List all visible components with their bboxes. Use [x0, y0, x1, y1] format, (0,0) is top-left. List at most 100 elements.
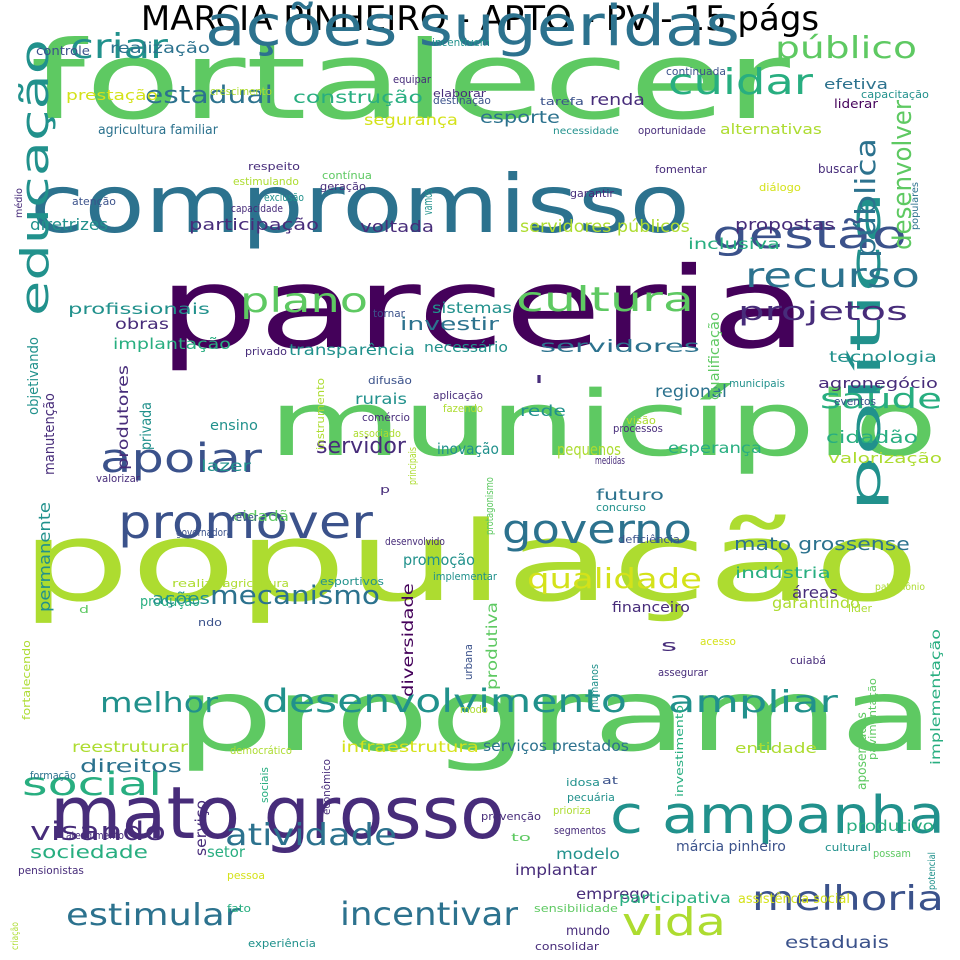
word-fazendo: fazendo	[443, 403, 483, 416]
word-agricultura-familiar: agricultura familiar	[98, 123, 219, 138]
word-publica: pública	[850, 138, 882, 258]
word-l: l	[534, 373, 544, 386]
word-garantindo: garantindo	[772, 595, 860, 612]
word-permanente: permanente	[36, 502, 55, 612]
word-participativa: participativa	[619, 889, 731, 906]
word-dialogo: diálogo	[759, 181, 801, 194]
word-politica: política	[842, 190, 890, 512]
word-experiencia: experiência	[248, 936, 316, 950]
word-segmentos: segmentos	[554, 824, 606, 837]
word-alternativas: alternativas	[720, 121, 822, 138]
word-vamos: vamos	[423, 189, 436, 215]
word-continua: contínua	[322, 169, 372, 182]
word-difusao: difusão	[368, 374, 412, 387]
word-produtores: produtores	[115, 365, 132, 470]
word-municipio: município	[268, 372, 938, 477]
word-fortalecendo: fortalecendo	[20, 640, 33, 720]
word-aplicacao: aplicação	[433, 389, 483, 402]
word-protagonismo: protagonismo	[484, 477, 496, 535]
word-economico: econômico	[320, 759, 333, 815]
word-modo: modo	[460, 704, 488, 717]
word-exclusao: exclusão	[264, 192, 304, 204]
word-elaborar: elaborar	[433, 87, 486, 100]
word-possam: possam	[873, 847, 911, 860]
word-areas: áreas	[792, 583, 838, 602]
word-estimulando: estimulando	[233, 175, 299, 188]
word-crescimento: crescimento	[210, 86, 272, 98]
word-democratico: democrático	[230, 745, 292, 758]
word-atividade: atividade	[225, 817, 397, 852]
word-servidores: servidores	[540, 336, 700, 356]
word-mato-grosso: mato grosso	[50, 773, 505, 856]
word-propostas: propostas	[735, 216, 835, 234]
word-visando: visando	[30, 816, 166, 846]
word-governo: governo	[502, 507, 692, 553]
word-construcao: construção	[293, 87, 423, 107]
word-objetivando: objetivando	[26, 337, 42, 415]
word-mecanismo: mecanismo	[210, 580, 380, 611]
word-formacao: formação	[30, 769, 76, 782]
word-fortalecer: fortalecer	[30, 18, 791, 144]
word-fomentar: fomentar	[655, 163, 707, 176]
word-destinacao: destinação	[433, 94, 491, 107]
word-oportunidade: oportunidade	[638, 125, 706, 137]
word-prioriza: prioriza	[553, 805, 591, 818]
word-implantar: implantar	[515, 861, 597, 879]
word-liderar: liderar	[834, 98, 879, 112]
word-pequenos: pequenos	[557, 441, 621, 460]
word-mato-grossense: mato grossense	[734, 533, 910, 554]
word-ampliar: ampliar	[668, 684, 838, 719]
word-capacitacao: capacitação	[861, 88, 929, 101]
word-eventos: eventos	[834, 395, 876, 408]
word-social: social	[22, 766, 162, 803]
word-plano: plano	[240, 280, 368, 320]
word-principais: principais	[407, 447, 420, 485]
word-at: at	[602, 774, 619, 787]
word-voltada: voltada	[360, 218, 434, 237]
word-investir: investir	[400, 314, 500, 335]
word-visao: visão	[626, 414, 656, 427]
word-rurais: rurais	[355, 390, 407, 407]
word-pessoa: pessoa	[227, 869, 265, 882]
word-populares: populares	[910, 182, 921, 230]
word-obras: obras	[115, 316, 169, 333]
word-produtiva: produtiva	[483, 602, 501, 690]
word-lazer: lazer	[201, 458, 252, 476]
word-renda: renda	[590, 91, 645, 109]
word-transparencia: transparência	[289, 341, 415, 359]
word-programa: programa	[175, 658, 935, 774]
word-populacao: população	[20, 499, 920, 627]
word-processos: processos	[613, 423, 663, 436]
word-valorizar: valorizar	[96, 473, 141, 485]
word-comercio: comércio	[362, 411, 410, 424]
word-projetos: projetos	[738, 297, 908, 327]
word-ndo: ndo	[198, 616, 222, 629]
word-reestruturar: reestruturar	[72, 739, 189, 756]
word-esporte: esporte	[480, 107, 560, 127]
word-instrumento: instrumento	[313, 378, 326, 450]
word-sensibilidade: sensibilidade	[534, 902, 618, 915]
word-saude: saúde	[820, 383, 942, 415]
word-assegurar: assegurar	[658, 667, 709, 680]
word-criacao: criação	[10, 922, 21, 950]
word-p: p	[380, 483, 390, 496]
word-infraestrutura: infraestrutura	[341, 739, 479, 756]
word-c-ampanha: c ampanha	[610, 786, 945, 846]
word-cuidar: cuidar	[668, 60, 814, 102]
word-servicos-prestados: serviços prestados	[483, 737, 629, 755]
word-realizar: realizar	[172, 578, 229, 591]
word-regional: regional	[655, 382, 727, 402]
word-cuiaba: cuiabá	[790, 654, 826, 667]
word-ensino: ensino	[210, 418, 258, 434]
word-potencial: potencial	[926, 852, 938, 890]
word-implantacao: implantação	[113, 336, 231, 353]
word-associado: associado	[353, 427, 401, 440]
word-patrimonio: patrimônio	[875, 581, 925, 593]
word-governadora: governadora	[176, 527, 232, 539]
word-publico: público	[775, 31, 917, 65]
word-implementacao: implementação	[928, 629, 943, 765]
word-desenvolver: desenvolver	[887, 100, 917, 250]
word-s: s	[661, 636, 677, 655]
word-necessario: necessário	[424, 340, 508, 356]
